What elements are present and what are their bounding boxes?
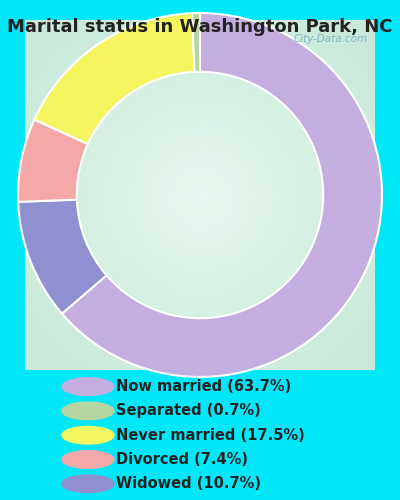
- Circle shape: [62, 402, 114, 419]
- Text: Separated (0.7%): Separated (0.7%): [116, 404, 261, 418]
- Text: City-Data.com: City-Data.com: [294, 34, 368, 44]
- Text: Never married (17.5%): Never married (17.5%): [116, 428, 305, 442]
- Text: Widowed (10.7%): Widowed (10.7%): [116, 476, 261, 492]
- Text: Divorced (7.4%): Divorced (7.4%): [116, 452, 248, 467]
- Wedge shape: [192, 13, 200, 72]
- Wedge shape: [62, 13, 382, 377]
- Wedge shape: [34, 13, 194, 144]
- Circle shape: [62, 426, 114, 444]
- Text: Now married (63.7%): Now married (63.7%): [116, 379, 291, 394]
- Text: Marital status in Washington Park, NC: Marital status in Washington Park, NC: [7, 18, 393, 36]
- Circle shape: [62, 378, 114, 396]
- Wedge shape: [18, 120, 88, 202]
- Wedge shape: [18, 200, 106, 314]
- Circle shape: [62, 450, 114, 468]
- Circle shape: [62, 475, 114, 492]
